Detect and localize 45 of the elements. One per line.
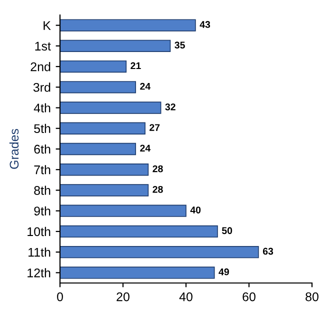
bar	[60, 102, 162, 114]
y-tick-label: 9th	[34, 206, 50, 216]
y-tick-label: 12th	[28, 268, 50, 278]
y-tick-label: 5th	[34, 124, 50, 134]
bar	[60, 122, 146, 134]
bar	[60, 225, 218, 238]
bar	[60, 246, 259, 258]
data-label: 32	[165, 103, 176, 110]
data-label: 49	[218, 268, 229, 276]
bar	[60, 19, 196, 32]
bar	[60, 164, 149, 176]
y-tick-label: 8th	[34, 186, 50, 195]
y-tick-label: 4th	[34, 103, 50, 112]
x-tick-label: 20	[116, 292, 130, 302]
data-label: 24	[140, 144, 151, 152]
y-axis-title: Grades	[9, 128, 19, 169]
bar	[60, 142, 136, 156]
y-tick-label: 2nd	[30, 62, 50, 72]
y-tick-label: 7th	[34, 165, 50, 174]
data-label: 50	[222, 227, 232, 234]
bar	[60, 184, 149, 196]
data-label: 21	[130, 62, 141, 70]
y-tick-label: 1st	[35, 42, 51, 51]
bar	[60, 40, 171, 52]
data-label: 63	[262, 248, 274, 255]
x-tick-label: 80	[306, 292, 318, 302]
bar	[60, 204, 186, 217]
data-label: 40	[190, 206, 201, 214]
x-tick-label: 0	[57, 292, 63, 302]
y-tick-label: 6th	[34, 144, 50, 154]
y-tick-label: 10th	[28, 226, 50, 236]
y-tick-label: K	[44, 21, 51, 30]
data-label: 43	[200, 21, 210, 28]
data-label: 28	[152, 165, 163, 172]
data-label: 28	[152, 186, 163, 193]
bar	[60, 81, 136, 94]
data-label: 35	[174, 42, 185, 49]
data-label: 24	[140, 82, 151, 90]
data-label: 27	[150, 124, 160, 131]
bar	[60, 266, 215, 279]
y-tick-label: 3rd	[33, 82, 50, 92]
y-tick-label: 11th	[28, 248, 50, 257]
x-tick-label: 60	[242, 292, 256, 302]
x-tick-label: 40	[179, 292, 192, 302]
bar	[60, 60, 127, 73]
